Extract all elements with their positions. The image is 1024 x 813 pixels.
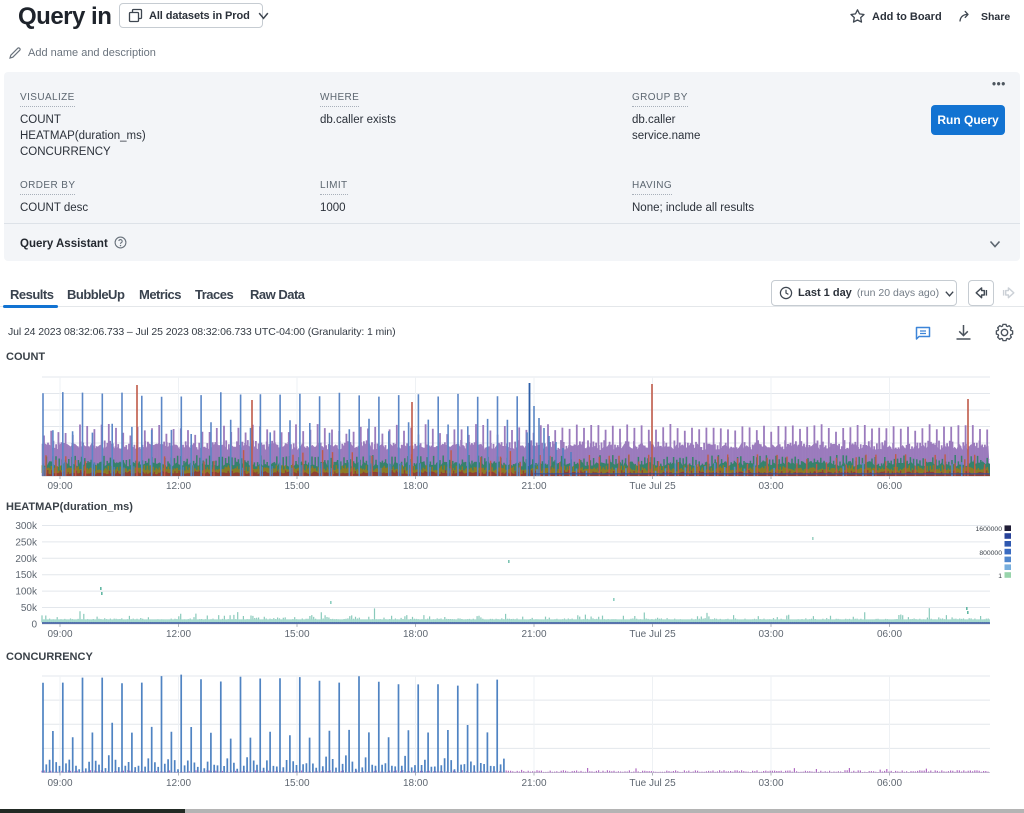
svg-text:1600000: 1600000 — [976, 526, 1003, 533]
svg-text:15:00: 15:00 — [284, 778, 309, 789]
svg-text:06:00: 06:00 — [877, 629, 902, 640]
svg-text:150k: 150k — [15, 570, 38, 581]
svg-text:Tue Jul 25: Tue Jul 25 — [629, 778, 676, 789]
svg-text:250k: 250k — [15, 537, 38, 548]
svg-text:200k: 200k — [15, 554, 38, 565]
svg-text:18:00: 18:00 — [403, 481, 428, 492]
svg-text:15:00: 15:00 — [284, 481, 309, 492]
svg-text:800000: 800000 — [979, 550, 1002, 557]
svg-text:09:00: 09:00 — [47, 481, 72, 492]
svg-text:09:00: 09:00 — [47, 778, 72, 789]
svg-text:1: 1 — [998, 573, 1002, 580]
svg-text:12:00: 12:00 — [166, 778, 191, 789]
svg-text:300k: 300k — [15, 521, 38, 532]
svg-text:21:00: 21:00 — [521, 778, 546, 789]
svg-text:12:00: 12:00 — [166, 481, 191, 492]
svg-text:21:00: 21:00 — [521, 481, 546, 492]
svg-text:09:00: 09:00 — [47, 629, 72, 640]
svg-text:03:00: 03:00 — [758, 481, 783, 492]
svg-text:21:00: 21:00 — [521, 629, 546, 640]
svg-text:18:00: 18:00 — [403, 629, 428, 640]
svg-text:15:00: 15:00 — [284, 629, 309, 640]
svg-text:18:00: 18:00 — [403, 778, 428, 789]
svg-text:0: 0 — [31, 619, 37, 630]
svg-text:06:00: 06:00 — [877, 778, 902, 789]
svg-text:100k: 100k — [15, 587, 38, 598]
svg-text:Tue Jul 25: Tue Jul 25 — [629, 481, 676, 492]
svg-text:Tue Jul 25: Tue Jul 25 — [629, 629, 676, 640]
svg-text:12:00: 12:00 — [166, 629, 191, 640]
svg-text:50k: 50k — [21, 603, 38, 614]
svg-text:03:00: 03:00 — [758, 629, 783, 640]
svg-text:06:00: 06:00 — [877, 481, 902, 492]
svg-text:03:00: 03:00 — [758, 778, 783, 789]
